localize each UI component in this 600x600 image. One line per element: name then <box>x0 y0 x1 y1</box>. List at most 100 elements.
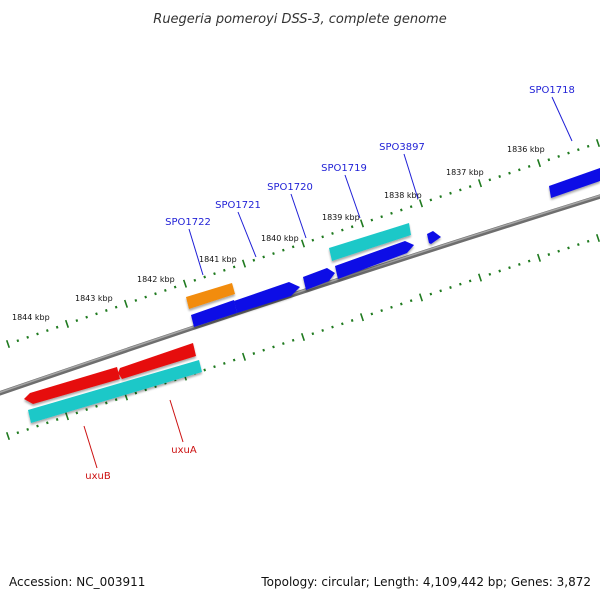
inner-track-minor-tick <box>498 269 501 273</box>
inner-track-major-tick <box>595 233 600 243</box>
inner-track-minor-tick <box>55 418 59 421</box>
kbp-label-1843: 1843 kbp <box>75 294 113 303</box>
inner-track-minor-tick <box>459 282 462 286</box>
gene-label-spo1718[interactable]: SPO1718 <box>529 85 575 96</box>
leader-spo1719 <box>344 174 361 219</box>
gene-uxub[interactable] <box>24 367 120 404</box>
gene-label-spo1719[interactable]: SPO1719 <box>321 163 367 174</box>
gene-spo1720[interactable] <box>303 268 335 290</box>
inner-track-minor-tick <box>518 262 521 266</box>
outer-track-minor-tick <box>527 164 531 168</box>
inner-track-minor-tick <box>134 391 138 395</box>
outer-track-major-tick <box>477 179 483 188</box>
outer-track-minor-tick <box>340 228 344 232</box>
outer-track-minor-tick <box>576 148 580 152</box>
inner-track-minor-tick <box>223 361 226 365</box>
gene-label-spo1722[interactable]: SPO1722 <box>165 217 211 228</box>
inner-track-minor-tick <box>213 365 216 369</box>
gene-spo1722-orange[interactable] <box>186 283 235 309</box>
inner-track-minor-tick <box>291 338 295 342</box>
gene-uxua[interactable] <box>118 343 196 379</box>
gene-spo3897[interactable] <box>427 231 441 244</box>
inner-track-major-tick <box>418 293 424 302</box>
inner-track-minor-tick <box>331 325 334 329</box>
outer-track-minor-tick <box>517 168 521 172</box>
inner-track-minor-tick <box>380 309 383 313</box>
inner-track-minor-tick <box>439 289 442 293</box>
gene-spo1718[interactable] <box>549 168 600 198</box>
outer-track-minor-tick <box>508 171 511 175</box>
outer-track-minor-tick <box>350 225 354 229</box>
inner-track-minor-tick <box>46 421 49 425</box>
outer-tick-track <box>5 138 600 349</box>
gene-spo1721[interactable] <box>234 282 300 313</box>
gene-spo1719[interactable] <box>329 223 411 261</box>
inner-track-major-tick <box>300 332 306 342</box>
outer-track-minor-tick <box>272 252 275 256</box>
inner-track-minor-tick <box>508 266 511 270</box>
inner-track-minor-tick <box>26 427 29 431</box>
outer-track-major-tick <box>5 339 11 349</box>
topology-text: Topology: circular; Length: 4,109,442 bp… <box>261 575 591 589</box>
outer-track-minor-tick <box>567 151 570 155</box>
outer-track-minor-tick <box>370 218 374 222</box>
inner-track-minor-tick <box>262 348 265 352</box>
outer-track-minor-tick <box>85 315 89 319</box>
leader-spo1721 <box>237 211 257 258</box>
leader-spo1720 <box>290 193 307 239</box>
inner-track-minor-tick <box>468 279 472 283</box>
outer-track-minor-tick <box>331 231 334 235</box>
inner-track-minor-tick <box>409 299 413 303</box>
genome-backbone <box>0 194 600 396</box>
outer-track-minor-tick <box>498 175 502 178</box>
leader-uxua <box>169 399 184 443</box>
inner-track-minor-tick <box>75 411 79 415</box>
gene-label-spo3897[interactable]: SPO3897 <box>379 142 425 153</box>
inner-track-minor-tick <box>16 431 20 435</box>
leader-spo3897 <box>403 153 419 200</box>
gene-label-uxub[interactable]: uxuB <box>85 471 111 482</box>
outer-track-minor-tick <box>586 144 590 148</box>
outer-track-minor-tick <box>173 285 177 289</box>
outer-track-minor-tick <box>291 245 295 249</box>
outer-track-minor-tick <box>311 238 315 242</box>
gene-spo1722[interactable] <box>191 300 237 327</box>
outer-track-minor-tick <box>26 335 30 339</box>
outer-track-minor-tick <box>163 288 167 292</box>
map-title: Ruegeria pomeroyi DSS-3, complete genome <box>153 12 446 27</box>
inner-track-minor-tick <box>567 246 570 250</box>
outer-track-minor-tick <box>488 178 492 182</box>
outer-track-minor-tick <box>154 292 157 296</box>
gene-label-uxua[interactable]: uxuA <box>171 445 197 456</box>
gene-spo1719-cds[interactable] <box>335 241 414 279</box>
inner-track-major-tick <box>477 273 483 282</box>
outer-track-major-tick <box>418 199 424 208</box>
outer-track-major-tick <box>595 138 600 148</box>
outer-track-minor-tick <box>252 258 256 262</box>
outer-track-minor-tick <box>36 332 39 336</box>
accession-text: Accession: NC_003911 <box>9 575 146 589</box>
outer-track-major-tick <box>64 319 70 328</box>
outer-track-major-tick <box>300 239 306 248</box>
inner-track-minor-tick <box>577 243 580 247</box>
outer-track-minor-tick <box>45 329 49 333</box>
gene-label-spo1721[interactable]: SPO1721 <box>215 200 261 211</box>
gene-uxu-cyan[interactable] <box>28 360 202 423</box>
outer-track-minor-tick <box>468 185 472 189</box>
inner-track-minor-tick <box>36 424 39 428</box>
inner-tick-track <box>5 233 600 441</box>
gene-label-spo1720[interactable]: SPO1720 <box>267 182 313 193</box>
inner-track-minor-tick <box>203 368 206 372</box>
outer-track-minor-tick <box>321 235 325 239</box>
inner-track-minor-tick <box>488 272 492 276</box>
inner-track-minor-tick <box>586 239 590 243</box>
inner-track-minor-tick <box>557 249 560 253</box>
inner-track-minor-tick <box>400 302 403 306</box>
kbp-label-1836: 1836 kbp <box>507 145 545 154</box>
outer-track-minor-tick <box>232 265 236 269</box>
inner-track-minor-tick <box>232 358 236 362</box>
outer-track-minor-tick <box>144 295 148 299</box>
inner-track-major-tick <box>536 253 542 262</box>
outer-track-minor-tick <box>409 205 413 209</box>
